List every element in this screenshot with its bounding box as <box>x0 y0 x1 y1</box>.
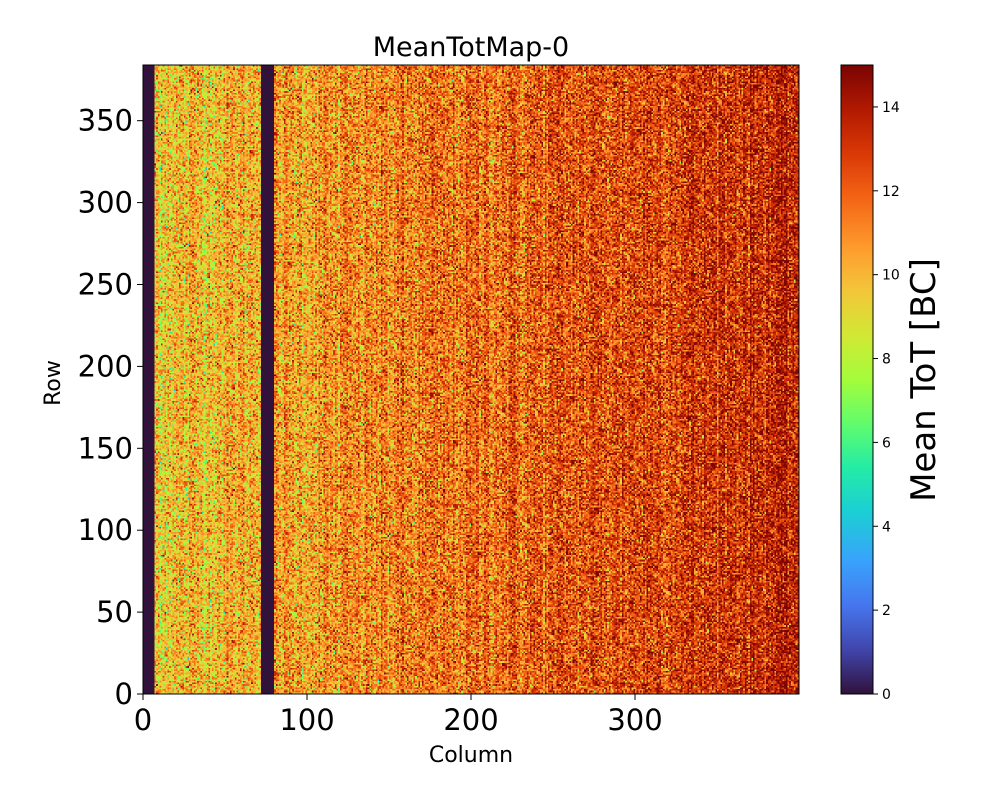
colorbar-tick-label: 2 <box>882 603 891 619</box>
colorbar-tick-label: 14 <box>882 100 900 116</box>
y-tick-label: 300 <box>78 186 133 220</box>
heatmap-layer <box>143 65 799 694</box>
y-tick-label: 150 <box>78 431 133 465</box>
colorbar-frame <box>840 64 874 695</box>
x-axis-ticks: 0 100 200 300 <box>134 694 663 737</box>
chart-title: MeanTotMap-0 <box>373 32 569 63</box>
x-tick-label: 200 <box>443 703 498 737</box>
colorbar-ticks: 0 2 4 6 8 10 12 14 <box>873 100 900 703</box>
colorbar-tick-label: 10 <box>882 268 900 284</box>
colorbar-gradient <box>841 65 873 694</box>
colorbar-tick-label: 4 <box>882 519 891 535</box>
y-tick-label: 100 <box>78 513 133 547</box>
colorbar-tick-label: 12 <box>882 184 900 200</box>
y-tick-label: 200 <box>78 349 133 383</box>
x-tick-label: 100 <box>279 703 334 737</box>
x-tick-label: 0 <box>134 703 152 737</box>
heatmap-image <box>143 65 799 694</box>
colorbar-tick-label: 8 <box>882 352 891 368</box>
x-tick-label: 300 <box>607 703 662 737</box>
colorbar-tick-label: 0 <box>882 687 891 703</box>
x-axis-label: Column <box>429 743 513 768</box>
y-tick-label: 350 <box>78 104 133 138</box>
y-tick-label: 0 <box>115 677 133 711</box>
colorbar: 0 2 4 6 8 10 12 14 Mean ToT [BC] <box>840 64 944 703</box>
y-tick-label: 250 <box>78 267 133 301</box>
y-axis-label: Row <box>41 360 66 406</box>
colorbar-tick-label: 6 <box>882 435 891 451</box>
y-tick-label: 50 <box>96 595 133 629</box>
colorbar-label: Mean ToT [BC] <box>904 258 944 502</box>
y-axis-ticks: 0 50 100 150 200 250 300 350 <box>78 104 143 711</box>
